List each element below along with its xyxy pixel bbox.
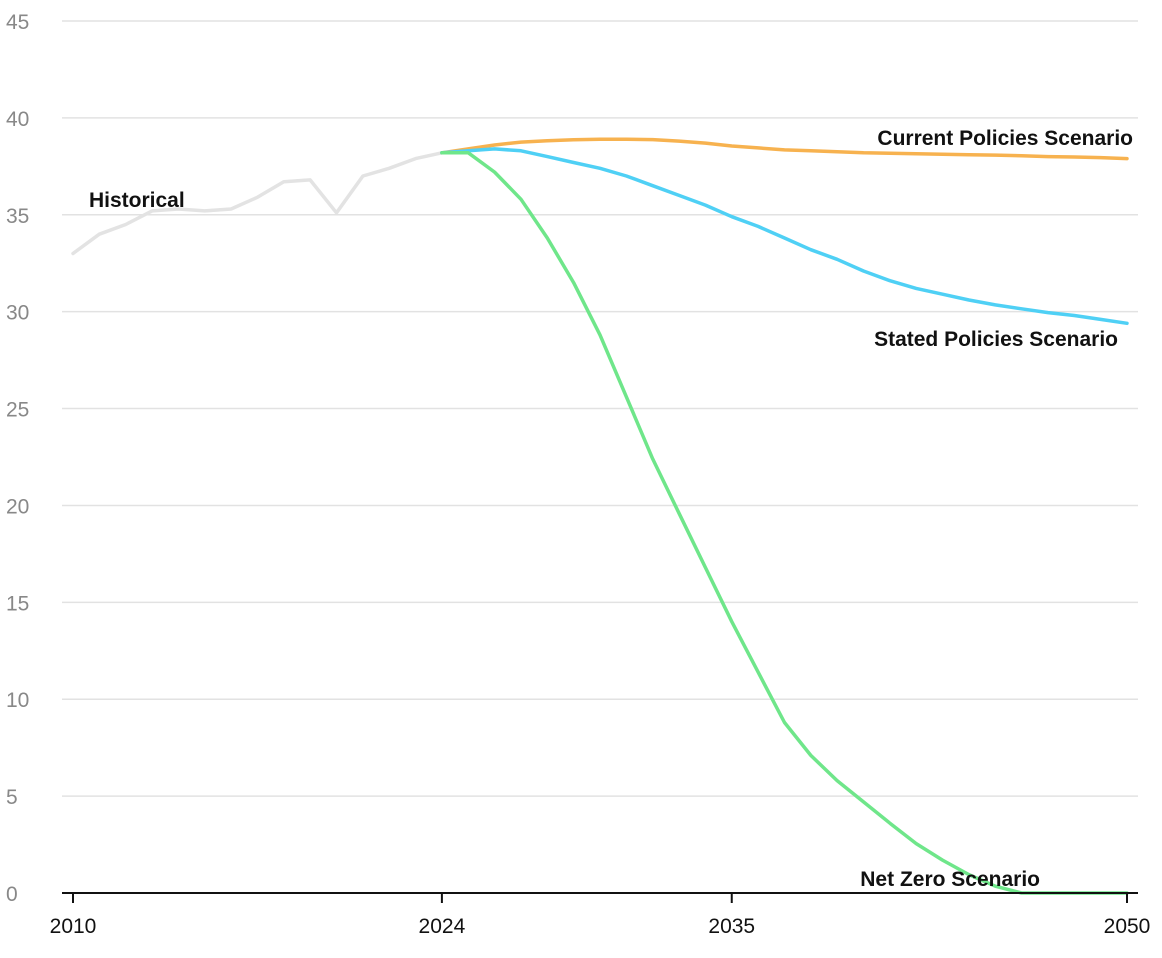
gridlines bbox=[62, 20, 1138, 797]
series-label-current-policies: Current Policies Scenario bbox=[877, 127, 1133, 150]
y-tick-label-5: 5 bbox=[6, 786, 18, 809]
series-line-stated-policies-scenario bbox=[440, 147, 1129, 326]
y-axis-ticks: 0 5 10 15 20 25 30 35 40 45 bbox=[6, 11, 29, 906]
series-label-stated-policies: Stated Policies Scenario bbox=[874, 328, 1118, 351]
series-line-net-zero-scenario bbox=[440, 151, 1129, 895]
series-lines bbox=[71, 137, 1129, 895]
y-tick-label-15: 15 bbox=[6, 592, 29, 615]
x-tick-label-2050: 2050 bbox=[1104, 915, 1151, 938]
x-tick-label-2010: 2010 bbox=[50, 915, 97, 938]
x-axis-ticks: 2010 2024 2035 2050 bbox=[50, 893, 1151, 938]
series-label-net-zero: Net Zero Scenario bbox=[860, 868, 1040, 891]
y-tick-label-40: 40 bbox=[6, 108, 29, 131]
y-tick-label-45: 45 bbox=[6, 11, 29, 34]
series-labels: Historical Current Policies Scenario Sta… bbox=[89, 127, 1133, 891]
x-tick-label-2035: 2035 bbox=[708, 915, 755, 938]
y-tick-label-0: 0 bbox=[6, 883, 18, 906]
series-line-historical bbox=[71, 151, 444, 256]
y-tick-label-30: 30 bbox=[6, 302, 29, 325]
x-tick-label-2024: 2024 bbox=[419, 915, 466, 938]
y-tick-label-10: 10 bbox=[6, 689, 29, 712]
y-tick-label-35: 35 bbox=[6, 205, 29, 228]
series-label-historical: Historical bbox=[89, 189, 185, 212]
series-line-current-policies-scenario bbox=[440, 137, 1129, 161]
y-tick-label-20: 20 bbox=[6, 495, 29, 518]
y-tick-label-25: 25 bbox=[6, 399, 29, 422]
